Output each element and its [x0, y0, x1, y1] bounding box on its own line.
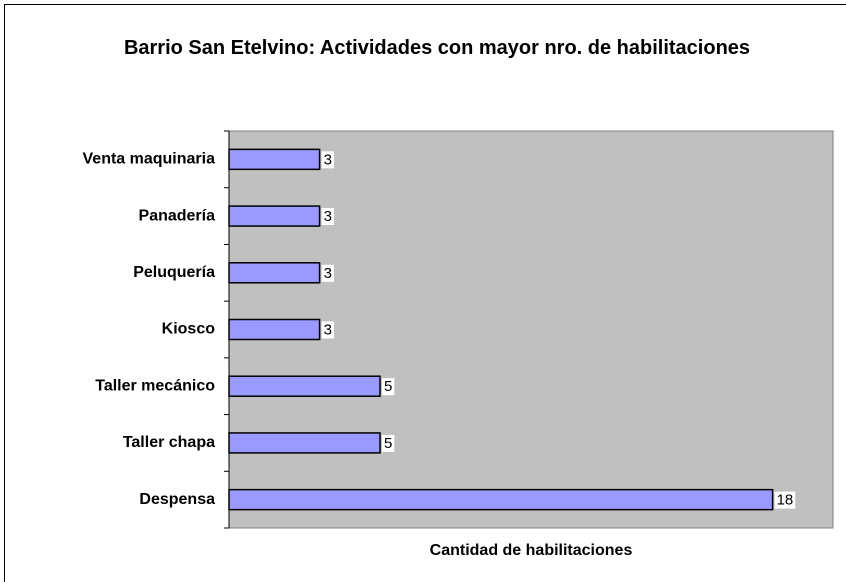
data-label: 3 — [324, 265, 332, 282]
data-label: 3 — [324, 208, 332, 225]
y-tick-label: Peluquería — [133, 264, 215, 281]
bar — [228, 148, 321, 171]
y-tick-label: Taller chapa — [123, 434, 215, 451]
data-label-bg — [382, 434, 395, 452]
data-label: 5 — [384, 435, 392, 452]
bar — [228, 318, 321, 341]
chart-title: Barrio San Etelvino: Actividades con may… — [123, 37, 751, 59]
y-tick-label: Despensa — [139, 491, 215, 508]
data-label: 18 — [777, 492, 794, 509]
bar — [228, 488, 774, 511]
data-label: 5 — [384, 378, 392, 395]
y-tick-label: Venta maquinaria — [83, 151, 216, 168]
data-label: 3 — [324, 321, 332, 338]
data-label-bg — [321, 151, 334, 169]
data-label: 3 — [324, 151, 332, 168]
y-tick-label: Taller mecánico — [95, 377, 215, 394]
bar — [228, 375, 381, 397]
data-label-bg — [321, 208, 334, 226]
data-label-bg — [774, 491, 796, 509]
x-axis-label: Cantidad de habilitaciones — [430, 542, 633, 559]
y-tick-label: Panadería — [139, 207, 216, 224]
data-label-bg — [382, 378, 395, 396]
data-label-bg — [321, 264, 334, 282]
y-tick-label: Kiosco — [162, 321, 216, 338]
bar — [228, 205, 321, 227]
bar — [228, 432, 381, 454]
bar — [228, 262, 321, 284]
data-label-bg — [321, 321, 334, 339]
